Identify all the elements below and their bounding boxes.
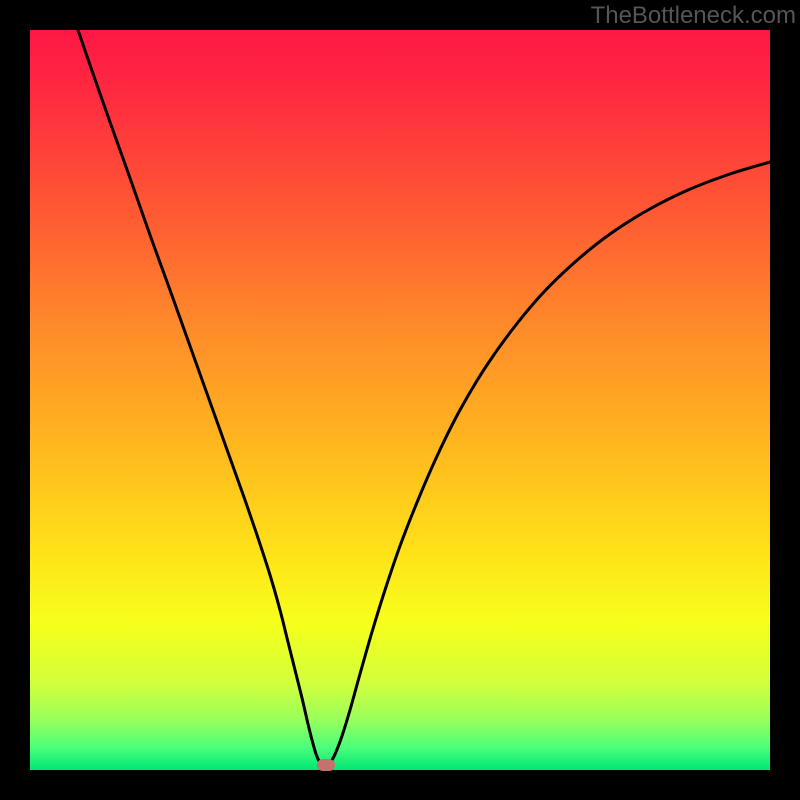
chart-frame <box>0 0 800 800</box>
watermark-text: TheBottleneck.com <box>591 2 796 30</box>
optimal-point-marker <box>317 759 335 771</box>
bottleneck-curve <box>30 30 770 770</box>
plot-area <box>30 30 770 770</box>
